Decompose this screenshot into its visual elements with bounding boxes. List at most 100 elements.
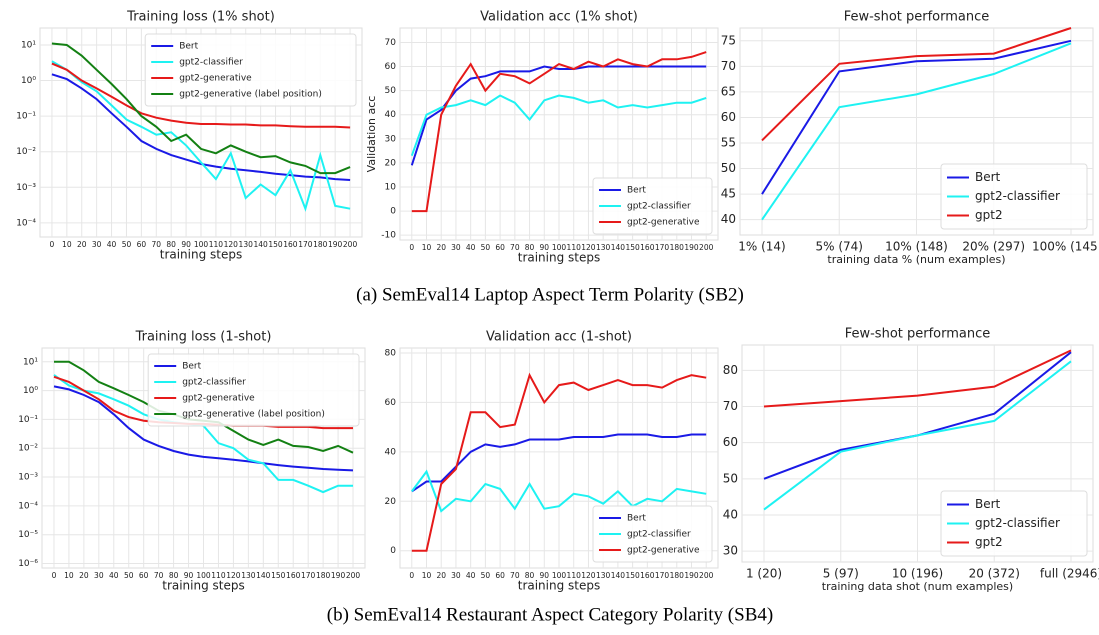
y-tick-label: 10 [385,183,397,193]
x-tick-label: 80 [525,243,535,252]
legend-box [144,33,357,107]
x-tick-label: 90 [184,571,194,580]
legend: Bert gpt2-classifier gpt2 [940,163,1088,230]
x-tick-label: 1 (20) [746,567,782,581]
x-axis-label: training steps [518,579,601,593]
legend-label: gpt2 [975,535,1003,549]
x-tick-label: 100 [552,243,567,252]
x-tick-label: 5% (74) [816,240,863,254]
x-tick-label: 70 [154,571,164,580]
legend-label: gpt2-generative (label position) [182,410,325,420]
x-tick-label: 40 [466,571,476,580]
series-line [761,27,1072,142]
caption: (a) SemEval14 Laptop Aspect Term Polarit… [356,284,744,305]
legend-box [592,505,713,563]
x-tick-label: 90 [540,571,550,580]
x-tick-label: 20 [79,571,89,580]
x-tick-label: 20 [77,240,87,249]
x-tick-label: 130 [596,243,611,252]
x-tick-label: 200 [346,571,361,580]
x-tick-label: 190 [331,571,346,580]
x-tick-label: 80 [169,571,179,580]
legend-label: gpt2-generative (label position) [179,90,322,100]
legend-box [940,490,1088,557]
series-line [411,433,707,493]
legend-label: gpt2-classifier [179,58,243,68]
x-tick-label: 5 (97) [823,567,859,581]
y-tick-label: 10⁰ [23,386,38,396]
series-line [51,60,351,212]
x-tick-label: 40 [109,571,119,580]
legend-box [147,353,360,427]
x-tick-label: 90 [540,243,550,252]
legend-label: gpt2-classifier [627,202,691,212]
x-tick-label: 170 [298,240,313,249]
x-tick-label: 180 [670,243,685,252]
caption: (b) SemEval14 Restaurant Aspect Category… [327,604,773,625]
series-line [410,65,707,166]
y-tick-label: 10⁰ [21,76,36,86]
chart-title: Validation acc (1-shot) [486,330,632,345]
x-tick-label: 180 [316,571,331,580]
x-tick-label: 170 [301,571,316,580]
x-tick-label: 120 [226,571,241,580]
x-tick-label: 150 [625,571,640,580]
chart-title: Validation acc (1% shot) [480,10,638,25]
x-tick-label: 0 [409,571,414,580]
legend-label: gpt2-classifier [182,378,246,388]
y-tick-label: 10⁻² [16,147,36,157]
y-tick-label: 80 [385,348,397,358]
legend: Bert gpt2-classifier gpt2-generative [592,177,713,235]
legend-label: gpt2-classifier [975,189,1060,203]
chart-title: Few-shot performance [844,10,990,25]
x-tick-label: 40 [107,240,117,249]
x-tick-label: 50 [481,243,491,252]
x-tick-label: 10 [62,240,72,249]
x-tick-label: 30 [451,243,461,252]
x-tick-label: 100% (1451) [1032,240,1099,254]
x-tick-label: 120 [581,243,596,252]
x-tick-label: 110 [211,571,226,580]
x-tick-label: 140 [611,243,626,252]
x-tick-label: 90 [181,240,191,249]
x-tick-label: 40 [466,243,476,252]
series-line [410,469,707,513]
series-line [51,42,351,175]
x-tick-label: full (2946) [1040,567,1099,581]
legend-label: gpt2-generative [179,74,252,84]
series-line [53,385,354,472]
legend-label: gpt2-classifier [975,516,1060,530]
y-tick-label: 50 [721,161,736,175]
legend-label: gpt2-classifier [627,530,691,540]
y-tick-label: 0 [390,207,396,217]
y-tick-label: 10⁻⁴ [18,501,38,511]
x-tick-label: 180 [313,240,328,249]
y-tick-label: 0 [390,546,396,556]
x-tick-label: 200 [699,571,714,580]
y-tick-label: 60 [385,398,397,408]
y-tick-label: 40 [721,212,736,226]
x-tick-label: 150 [271,571,286,580]
x-axis-label: training steps [160,248,243,262]
y-tick-label: 55 [721,136,736,150]
legend-box [592,177,713,235]
x-tick-label: 50 [124,571,134,580]
y-tick-label: 30 [723,544,738,558]
x-tick-label: 20 [436,243,446,252]
x-tick-label: 60 [137,240,147,249]
x-tick-label: 100 [552,571,567,580]
y-tick-label: 20 [385,497,397,507]
x-tick-label: 200 [343,240,358,249]
x-tick-label: 140 [256,571,271,580]
x-tick-label: 140 [611,571,626,580]
series-line [51,62,351,129]
x-tick-label: 170 [655,243,670,252]
legend-label: gpt2-generative [627,218,700,228]
x-axis-label: training steps [162,579,245,593]
x-tick-label: 110 [567,571,582,580]
series-line [411,51,707,213]
y-tick-label: 40 [385,447,397,457]
y-tick-label: 50 [723,471,738,485]
x-tick-label: 130 [241,571,256,580]
